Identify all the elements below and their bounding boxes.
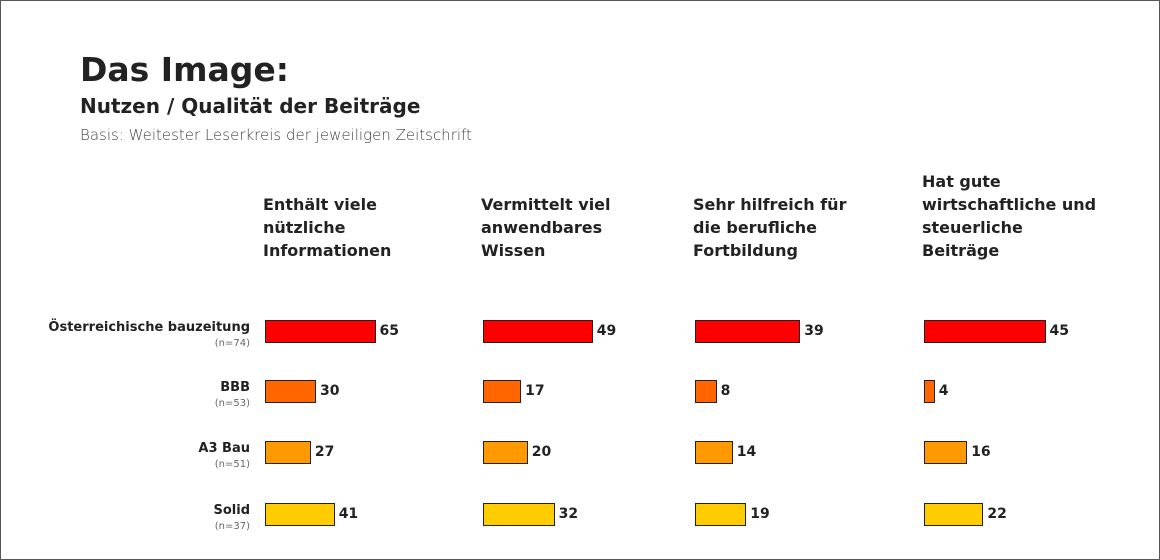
bar [924, 503, 984, 526]
value-label: 16 [971, 444, 991, 460]
category-label: Solid [213, 503, 250, 518]
panel-heading: Hat gute wirtschaftliche und steuerliche… [922, 172, 1097, 260]
bar [483, 441, 528, 464]
subtitle: Nutzen / Qualität der Beiträge [80, 94, 421, 118]
bar [265, 380, 316, 403]
value-label: 39 [804, 323, 824, 339]
category-note: (n=74) [214, 338, 250, 349]
category-label: A3 Bau [198, 441, 250, 456]
value-label: 8 [720, 383, 731, 399]
value-label: 22 [987, 506, 1007, 522]
panel-heading: Enthält viele nützliche Informationen [263, 195, 392, 260]
value-label: 41 [338, 506, 359, 522]
category-note: (n=37) [214, 521, 250, 532]
value-label: 4 [938, 383, 949, 399]
bar [265, 441, 311, 464]
value-label: 20 [531, 444, 552, 460]
value-label: 45 [1049, 323, 1069, 339]
bar [265, 503, 335, 526]
value-label: 49 [596, 323, 617, 339]
value-label: 32 [558, 506, 579, 522]
title: Das Image: [80, 50, 289, 89]
bar [695, 320, 801, 343]
panel-heading: Sehr hilfreich für die berufliche Fortbi… [693, 195, 847, 260]
category-label: Österreichische bauzeitung [48, 320, 250, 335]
category-note: (n=51) [214, 459, 250, 470]
bar [924, 320, 1046, 343]
value-label: 19 [750, 506, 770, 522]
value-label: 14 [736, 444, 757, 460]
bar [695, 441, 733, 464]
value-label: 27 [314, 444, 335, 460]
bar [695, 503, 747, 526]
bar [483, 503, 555, 526]
category-note: (n=53) [214, 398, 250, 409]
value-label: 65 [379, 323, 399, 339]
panel-heading: Vermittelt viel anwendbares Wissen [481, 195, 611, 260]
bar [924, 441, 968, 464]
bar [483, 380, 522, 403]
value-label: 17 [525, 383, 545, 399]
bar [483, 320, 593, 343]
bar [265, 320, 376, 343]
bar [695, 380, 717, 403]
value-label: 30 [320, 383, 340, 399]
note: Basis: Weitester Leserkreis der jeweilig… [80, 126, 472, 144]
bar [924, 380, 935, 403]
category-label: BBB [220, 380, 250, 395]
